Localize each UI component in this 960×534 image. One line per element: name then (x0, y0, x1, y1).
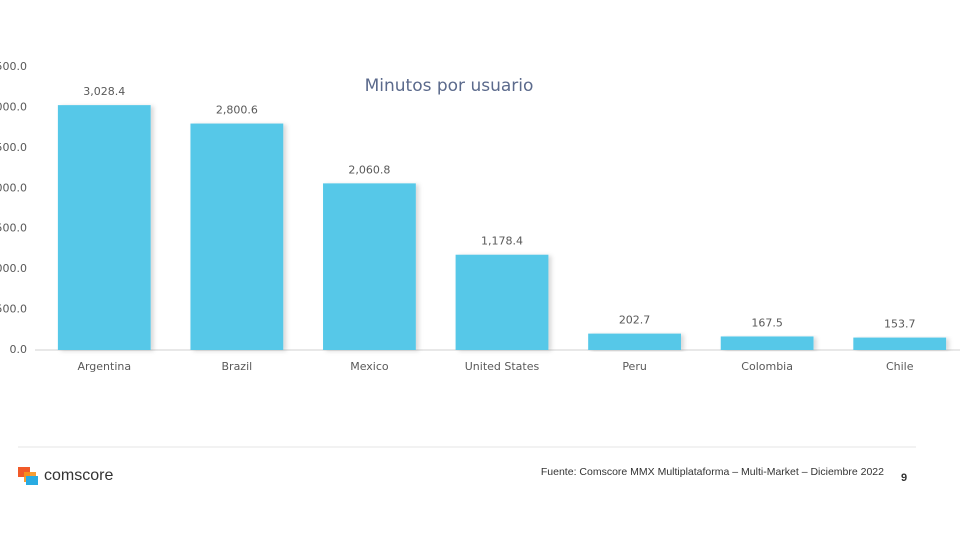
y-tick-label: 3,000.0 (0, 100, 27, 113)
data-label: 2,060.8 (348, 163, 390, 176)
chart-title: Minutos por usuario (365, 76, 534, 96)
data-label: 153.7 (884, 318, 916, 331)
bar (720, 336, 814, 350)
data-label: 167.5 (751, 316, 783, 329)
y-tick-label: 1,500.0 (0, 222, 27, 235)
x-tick-label: Colombia (741, 360, 793, 373)
y-tick-label: 1,000.0 (0, 262, 27, 275)
page-number: 9 (901, 472, 907, 484)
data-label: 2,800.6 (216, 104, 258, 117)
bar (853, 337, 947, 350)
data-label: 3,028.4 (83, 85, 125, 98)
data-label: 202.7 (619, 314, 651, 327)
x-tick-label: Argentina (77, 360, 131, 373)
brand-name: comscore (44, 467, 113, 484)
x-tick-label: United States (465, 360, 540, 373)
bar (190, 123, 284, 350)
y-tick-label: 3,500.0 (0, 60, 27, 73)
bar (57, 105, 151, 350)
bar (588, 333, 681, 350)
brand-logo (18, 467, 38, 485)
x-tick-label: Brazil (222, 360, 253, 373)
x-tick-label: Chile (886, 360, 914, 373)
data-label: 1,178.4 (481, 235, 523, 248)
y-tick-label: 0.0 (10, 343, 28, 356)
y-tick-label: 2,500.0 (0, 141, 27, 154)
bar (455, 254, 549, 350)
y-tick-label: 500.0 (0, 303, 27, 316)
bar (323, 183, 416, 350)
x-tick-label: Mexico (350, 360, 389, 373)
source-note: Fuente: Comscore MMX Multiplataforma – M… (541, 466, 884, 478)
y-tick-label: 2,000.0 (0, 181, 27, 194)
x-tick-label: Peru (622, 360, 647, 373)
